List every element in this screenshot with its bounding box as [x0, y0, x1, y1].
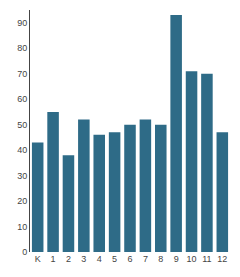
svg-text:40: 40: [17, 145, 27, 155]
svg-text:12: 12: [217, 254, 227, 264]
svg-text:70: 70: [17, 69, 27, 79]
svg-text:7: 7: [143, 254, 148, 264]
svg-text:1: 1: [51, 254, 56, 264]
svg-text:K: K: [35, 254, 41, 264]
svg-text:30: 30: [17, 171, 27, 181]
svg-text:8: 8: [158, 254, 163, 264]
svg-text:80: 80: [17, 43, 27, 53]
svg-text:10: 10: [17, 222, 27, 232]
svg-text:3: 3: [81, 254, 86, 264]
svg-text:20: 20: [17, 196, 27, 206]
svg-text:0: 0: [22, 247, 27, 257]
svg-text:6: 6: [127, 254, 132, 264]
svg-text:11: 11: [202, 254, 211, 264]
svg-text:4: 4: [97, 254, 102, 264]
svg-text:60: 60: [17, 94, 27, 104]
svg-text:5: 5: [112, 254, 117, 264]
svg-text:10: 10: [187, 254, 197, 264]
svg-text:90: 90: [17, 18, 27, 28]
svg-text:9: 9: [174, 254, 179, 264]
svg-text:2: 2: [66, 254, 71, 264]
svg-text:50: 50: [17, 120, 27, 130]
